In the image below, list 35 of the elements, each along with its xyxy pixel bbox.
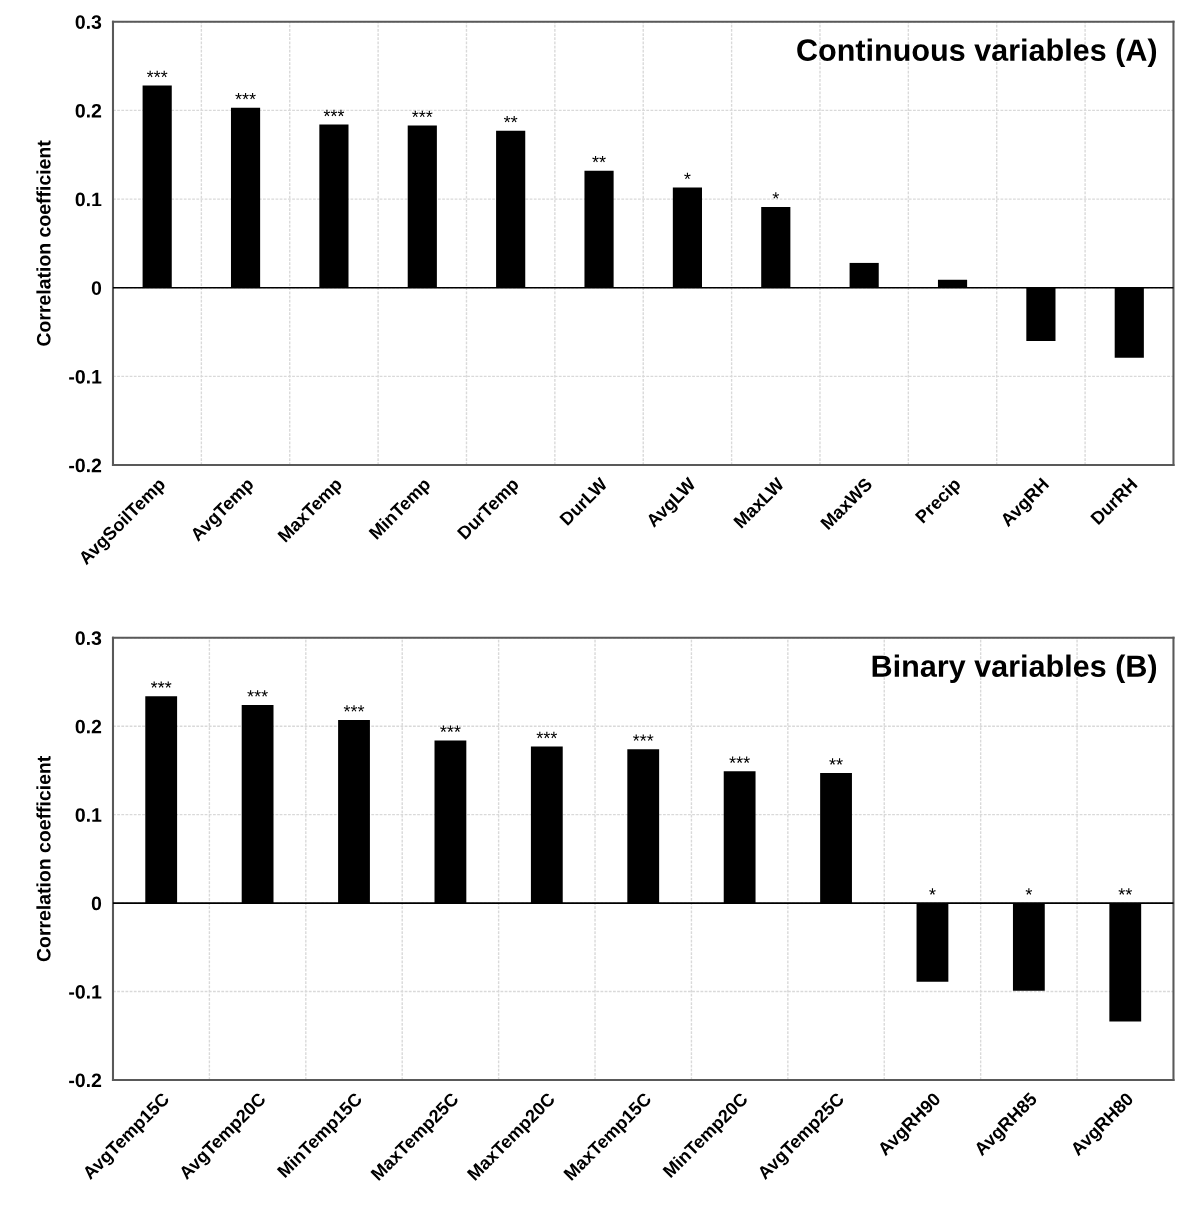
annotation: *** bbox=[536, 731, 558, 739]
annotation: *** bbox=[235, 92, 256, 100]
annotation: * bbox=[684, 172, 691, 180]
y-axis-title: Correlation coefficient bbox=[36, 755, 51, 962]
annotation: *** bbox=[343, 705, 365, 712]
y-tick-label: 0 bbox=[91, 896, 102, 911]
y-tick-label: 0 bbox=[91, 281, 102, 295]
annotation: ** bbox=[592, 155, 606, 163]
annotation: *** bbox=[323, 109, 345, 117]
annotation: *** bbox=[440, 725, 461, 732]
annotation: ** bbox=[829, 758, 843, 765]
annotation: * bbox=[772, 192, 780, 199]
annotation: ** bbox=[1118, 888, 1133, 895]
annotation: *** bbox=[150, 681, 172, 688]
annotation: * bbox=[929, 888, 936, 895]
y-tick-label: -0.1 bbox=[69, 984, 102, 999]
text: Binary variables (B) bbox=[872, 654, 1157, 684]
y-tick-label: 0.2 bbox=[75, 719, 102, 734]
annotation: *** bbox=[632, 734, 654, 741]
annotation: ** bbox=[503, 116, 518, 123]
annotation: *** bbox=[146, 70, 168, 78]
annotation: * bbox=[1025, 888, 1033, 895]
annotation: *** bbox=[247, 690, 268, 697]
annotation: *** bbox=[412, 110, 433, 118]
annotation: *** bbox=[729, 756, 750, 763]
y-tick-label: 0.2 bbox=[75, 103, 102, 118]
y-tick-label: -0.2 bbox=[69, 1073, 102, 1088]
y-tick-label: -0.1 bbox=[69, 369, 102, 384]
y-tick-label: 0.1 bbox=[75, 808, 102, 822]
y-tick-label: -0.2 bbox=[69, 458, 102, 473]
text: Continuous variables (A) bbox=[797, 38, 1157, 68]
y-tick-label: 0.3 bbox=[75, 631, 102, 646]
y-tick-label: 0.1 bbox=[75, 192, 102, 207]
y-tick-label: 0.3 bbox=[75, 15, 102, 30]
y-axis-title: Correlation coefficient bbox=[36, 140, 51, 346]
